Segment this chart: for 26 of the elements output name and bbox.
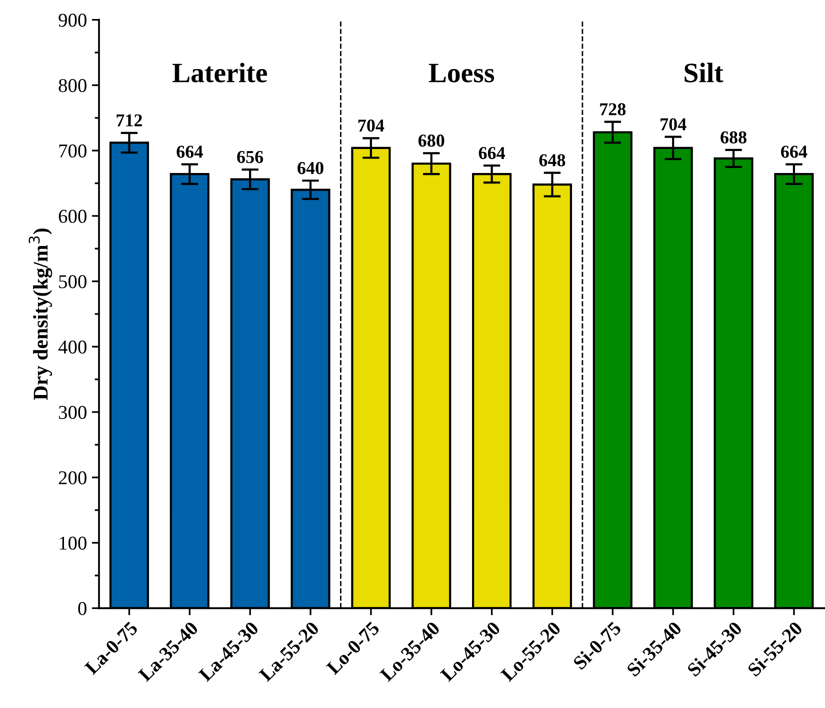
y-tick-label: 700 bbox=[59, 144, 86, 158]
y-axis-title: Dry density(kg/m$^{3}$) bbox=[28, 228, 52, 400]
annotation: Silt bbox=[684, 62, 724, 82]
y-tick-label: 900 bbox=[58, 14, 86, 27]
y-tick-label: 800 bbox=[58, 79, 86, 92]
data-label: 664 bbox=[176, 146, 203, 158]
data-label: 712 bbox=[116, 114, 142, 126]
y-tick-label: 300 bbox=[58, 406, 86, 419]
y-tick-label: 500 bbox=[59, 275, 86, 288]
annotation: Laterite bbox=[172, 62, 267, 82]
annotation: Loess bbox=[428, 64, 494, 82]
data-label: 704 bbox=[660, 118, 686, 130]
y-tick-label: 200 bbox=[58, 471, 86, 484]
y-tick-label: 0 bbox=[78, 602, 86, 616]
data-label: 664 bbox=[781, 146, 808, 158]
data-label: 640 bbox=[298, 162, 324, 174]
data-label: 704 bbox=[358, 120, 384, 132]
data-label: 664 bbox=[478, 147, 506, 160]
data-label: 680 bbox=[418, 134, 444, 147]
data-label: 656 bbox=[237, 150, 264, 164]
y-tick-label: 400 bbox=[58, 340, 86, 354]
data-label: 688 bbox=[720, 131, 746, 144]
data-label: 648 bbox=[539, 154, 566, 166]
y-tick-label: 100 bbox=[60, 536, 86, 550]
data-label: 728 bbox=[600, 103, 626, 116]
y-tick-label: 600 bbox=[58, 210, 86, 223]
